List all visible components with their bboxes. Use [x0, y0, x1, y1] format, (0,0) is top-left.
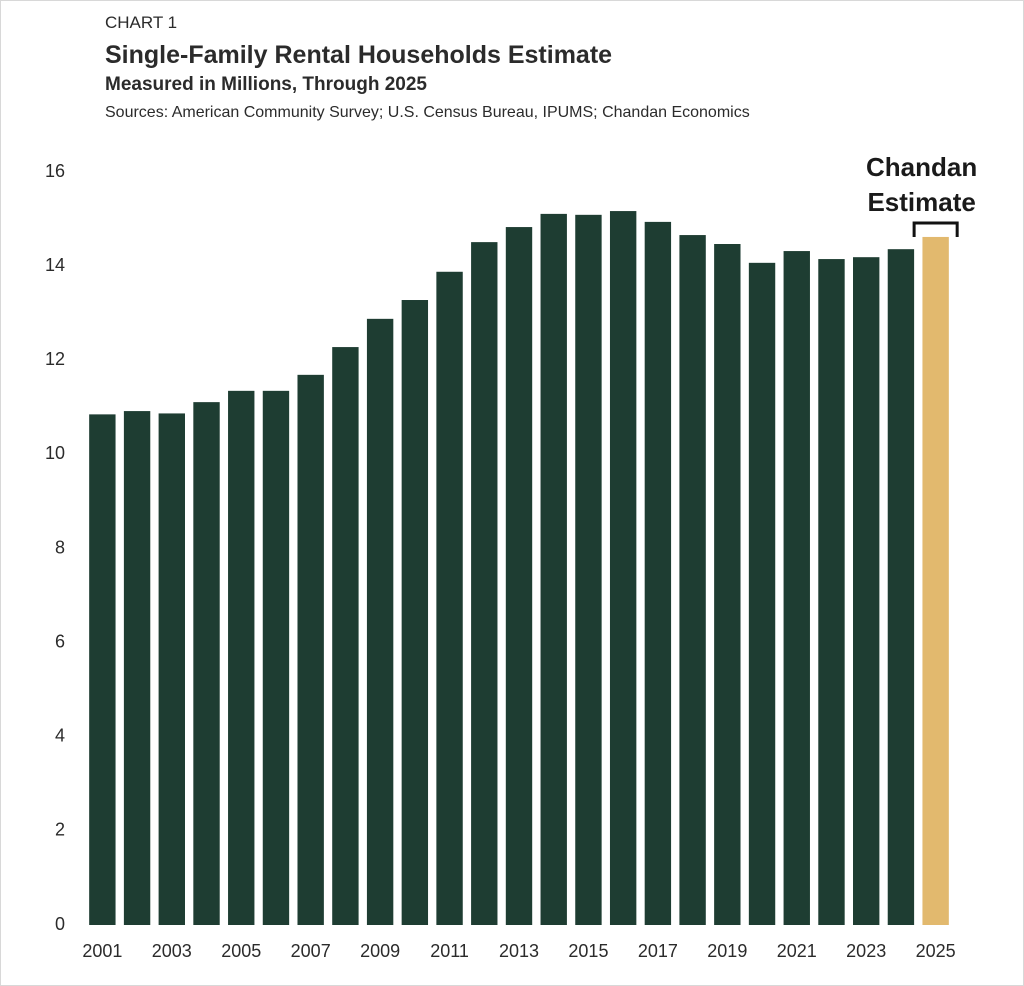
x-tick-label: 2011: [430, 941, 469, 961]
annotation-bracket: [912, 221, 959, 237]
bar: [228, 390, 255, 925]
bar: [748, 262, 776, 925]
x-tick-label: 2025: [916, 941, 956, 961]
bar: [366, 318, 394, 926]
y-tick-label: 2: [55, 820, 65, 840]
bar: [887, 249, 915, 925]
bar: [609, 211, 637, 925]
bar: [714, 244, 741, 926]
x-tick-label: 2001: [82, 941, 122, 961]
x-tick-label: 2019: [707, 941, 747, 961]
x-tick-label: 2005: [221, 941, 261, 961]
bar: [922, 236, 949, 926]
bar: [262, 390, 290, 925]
bar: [575, 214, 602, 925]
x-tick-label: 2021: [777, 941, 817, 961]
y-tick-label: 16: [45, 161, 65, 181]
bar: [123, 411, 151, 925]
y-tick-label: 0: [55, 914, 65, 934]
bar: [783, 251, 810, 925]
y-tick-label: 10: [45, 443, 65, 463]
x-tick-label: 2009: [360, 941, 400, 961]
bar: [193, 402, 220, 925]
x-tick-label: 2017: [638, 941, 678, 961]
bar: [332, 347, 359, 925]
x-tick-label: 2015: [568, 941, 608, 961]
x-tick-label: 2007: [291, 941, 331, 961]
bar: [853, 257, 880, 926]
bar: [158, 413, 185, 925]
x-tick-label: 2023: [846, 941, 886, 961]
bar: [89, 414, 116, 925]
y-tick-label: 4: [55, 726, 65, 746]
x-tick-label: 2013: [499, 941, 539, 961]
bar: [644, 221, 672, 926]
chart-label: CHART 1: [105, 13, 178, 32]
y-tick-label: 6: [55, 631, 65, 651]
chart-source: Sources: American Community Survey; U.S.…: [105, 104, 750, 121]
y-tick-label: 12: [45, 349, 65, 369]
bar: [471, 242, 498, 926]
chart-title: Single-Family Rental Households Estimate: [105, 41, 613, 69]
x-tick-label: 2003: [152, 941, 192, 961]
y-tick-label: 14: [45, 255, 65, 275]
bar: [818, 259, 845, 925]
chart-subtitle: Measured in Millions, Through 2025: [105, 74, 427, 95]
bar: [436, 271, 463, 926]
bar: [401, 300, 429, 925]
annotation: Chandan: [866, 152, 977, 182]
bar: [297, 374, 324, 926]
annotation: Estimate: [867, 187, 975, 217]
bar: [505, 227, 533, 926]
bar: [679, 235, 706, 926]
bar: [540, 213, 567, 925]
y-tick-label: 8: [55, 537, 65, 557]
